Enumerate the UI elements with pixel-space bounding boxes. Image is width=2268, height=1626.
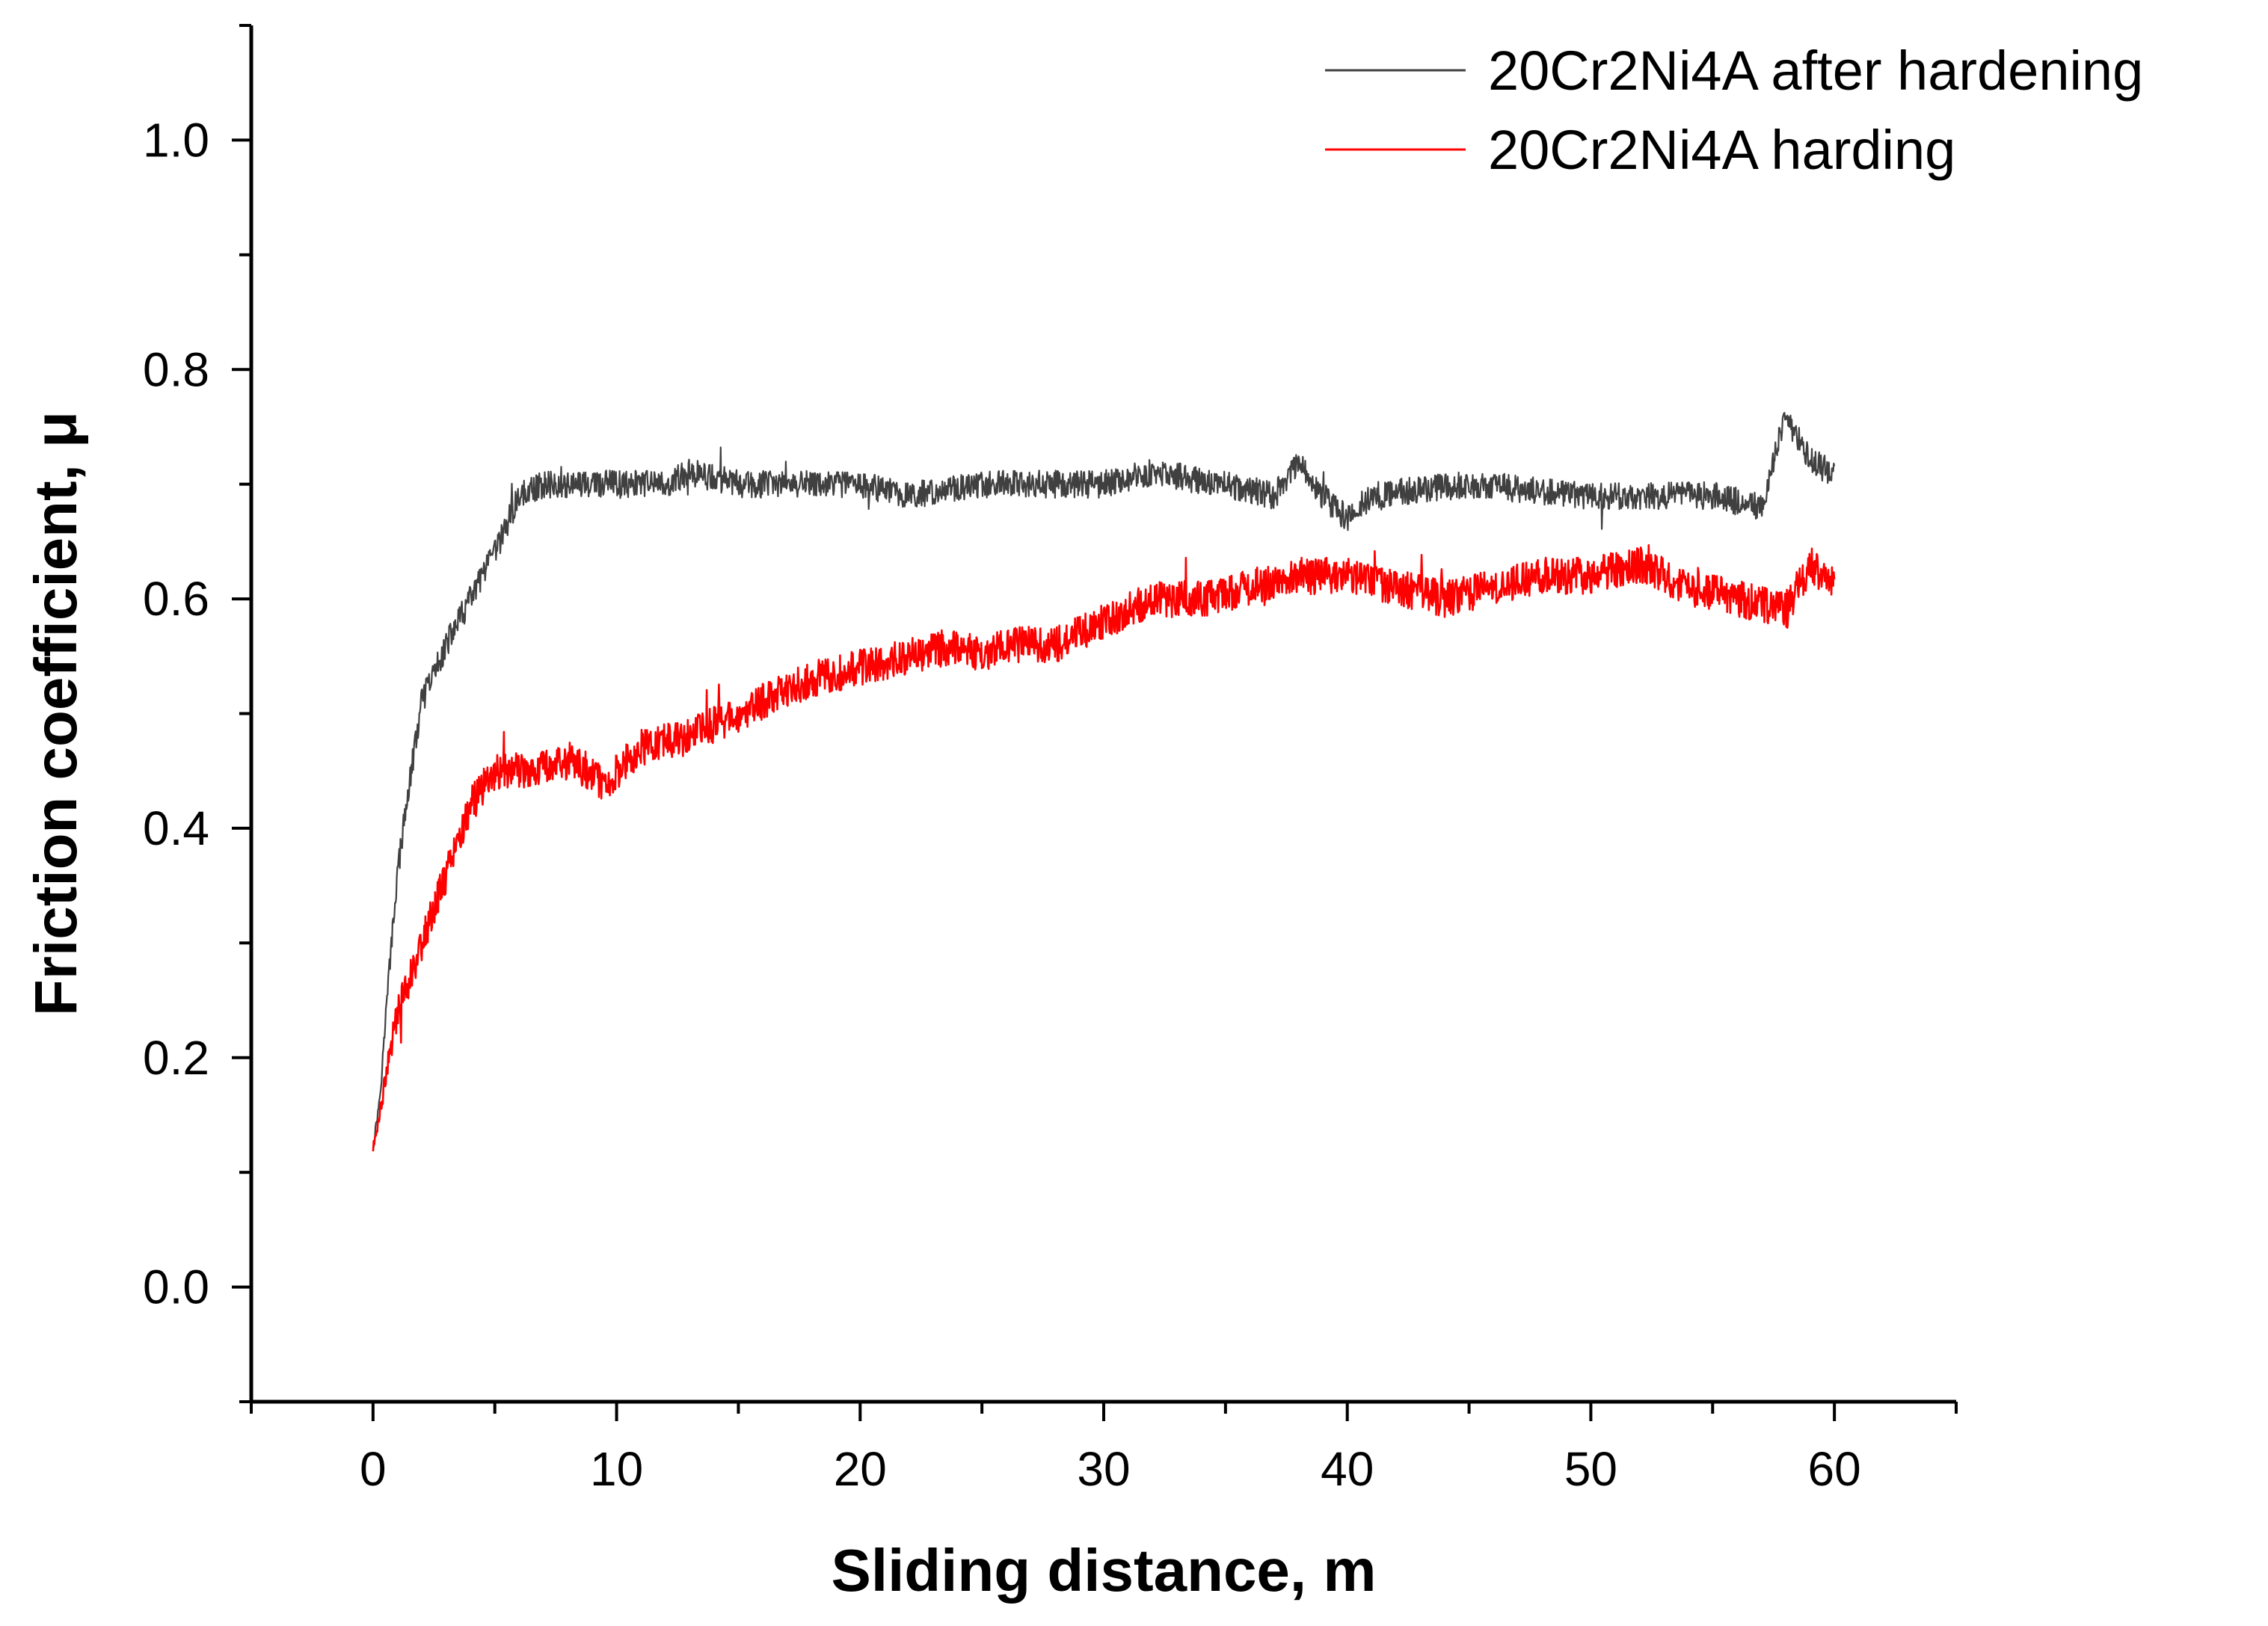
- x-tick-label: 40: [1321, 1442, 1374, 1496]
- y-tick-label: 1.0: [143, 113, 209, 167]
- x-tick-label: 20: [834, 1442, 887, 1496]
- x-tick-label: 60: [1808, 1442, 1861, 1496]
- legend-label-2: 20Cr2Ni4A harding: [1488, 119, 1955, 181]
- x-tick-label: 50: [1564, 1442, 1617, 1496]
- legend: 20Cr2Ni4A after hardening 20Cr2Ni4A hardi…: [1325, 40, 2143, 181]
- y-tick-label: 0.6: [143, 572, 209, 626]
- x-tick-label: 10: [590, 1442, 643, 1496]
- y-tick-label: 0.4: [143, 801, 209, 855]
- axes: [249, 25, 1956, 1404]
- series-line-1: [372, 412, 1836, 1152]
- x-tick-label: 0: [360, 1442, 387, 1496]
- y-axis-title: Friction coefficient, μ: [22, 411, 89, 1016]
- x-axis-title: Sliding distance, m: [831, 1537, 1376, 1604]
- y-axis-ticks: 0.0 0.2 0.4 0.6 0.8 1.0: [143, 24, 251, 1403]
- y-tick-label: 0.8: [143, 342, 209, 396]
- y-tick-label: 0.0: [143, 1260, 209, 1314]
- y-tick-label: 0.2: [143, 1031, 209, 1085]
- x-tick-label: 30: [1077, 1442, 1130, 1496]
- series-layer: [372, 412, 1836, 1152]
- x-axis-ticks: 0 10 20 30 40 50 60: [250, 1402, 1958, 1496]
- legend-label-1: 20Cr2Ni4A after hardening: [1488, 40, 2143, 102]
- series-line-2: [372, 543, 1836, 1152]
